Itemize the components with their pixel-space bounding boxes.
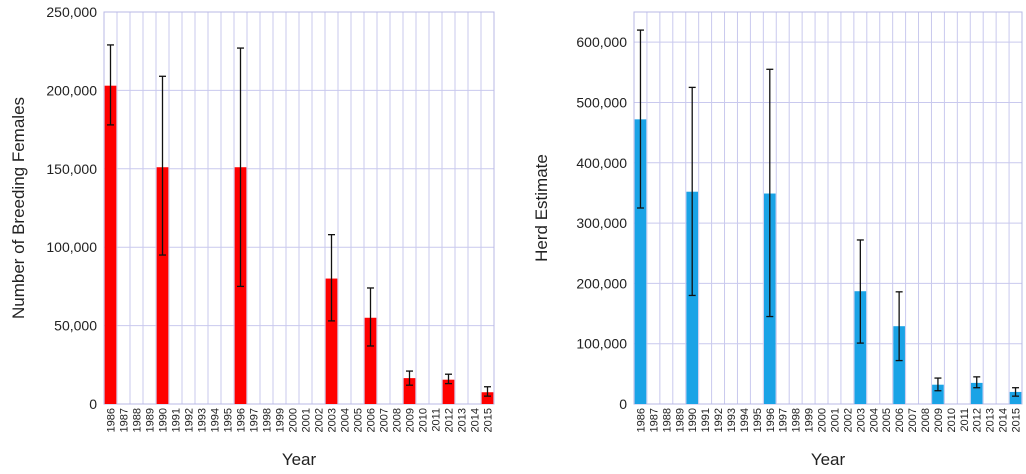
y-tick-label: 200,000 — [46, 82, 97, 98]
x-tick-label: 1996 — [765, 408, 777, 432]
x-tick-label: 1992 — [713, 408, 725, 432]
y-tick-label: 50,000 — [54, 318, 97, 334]
x-tick-label: 2011 — [959, 408, 971, 432]
x-tick-label: 2010 — [418, 408, 430, 432]
bar-2015 — [481, 392, 494, 404]
x-tick-label: 1990 — [687, 408, 699, 432]
bar-2009 — [932, 384, 944, 404]
bar-2006 — [893, 326, 905, 404]
y-tick-label: 400,000 — [576, 155, 627, 171]
x-tick-label: 2012 — [972, 408, 984, 432]
y-axis-label: Herd Estimate — [532, 154, 551, 262]
x-tick-label: 1989 — [674, 408, 686, 432]
y-tick-label: 0 — [89, 396, 97, 412]
bar-1990 — [686, 191, 699, 404]
x-tick-label: 2006 — [366, 408, 378, 432]
x-tick-label: 2002 — [314, 408, 326, 432]
x-tick-label: 2015 — [1011, 408, 1023, 432]
y-tick-label: 500,000 — [576, 94, 627, 110]
x-tick-label: 2007 — [379, 408, 391, 432]
plot-frame — [103, 11, 495, 405]
x-tick-label: 2008 — [920, 408, 932, 432]
y-tick-label: 200,000 — [576, 275, 627, 291]
bar-1986 — [104, 85, 117, 405]
x-tick-label: 2013 — [985, 408, 997, 432]
x-axis-label: Year — [282, 450, 317, 469]
x-tick-label: 1987 — [648, 408, 660, 432]
y-tick-label: 100,000 — [576, 336, 627, 352]
y-tick-label: 0 — [619, 396, 627, 412]
y-tick-label: 600,000 — [576, 34, 627, 50]
x-tick-label: 1988 — [661, 408, 673, 432]
bar-2009 — [403, 378, 416, 404]
right-chart-panel: 0 100,000 200,000 300,000 400,000 500,000 600,… — [532, 11, 1023, 469]
x-tick-label: 2002 — [842, 408, 854, 432]
x-axis-label: Year — [811, 450, 846, 469]
bar-2003 — [325, 278, 338, 404]
x-tick-label: 1993 — [197, 408, 209, 432]
x-tick-label: 2006 — [894, 408, 906, 432]
y-tick-label: 100,000 — [46, 239, 97, 255]
x-tick-label: 2003 — [327, 408, 339, 432]
bar-1990 — [156, 167, 169, 404]
x-tick-label: 1991 — [700, 408, 712, 432]
x-tick-label: 1986 — [635, 408, 647, 432]
x-tick-label: 1987 — [119, 408, 131, 432]
x-tick-label: 1992 — [184, 408, 196, 432]
x-tick-label: 2012 — [444, 408, 456, 432]
x-tick-label: 2001 — [301, 408, 313, 432]
x-tick-label: 2014 — [470, 408, 482, 432]
x-tick-label: 2008 — [392, 408, 404, 432]
x-tick-label: 2004 — [340, 408, 352, 432]
x-tick-label: 2013 — [457, 408, 469, 432]
x-tick-label: 2001 — [829, 408, 841, 432]
x-tick-label: 2005 — [353, 408, 365, 432]
x-tick-label: 2009 — [933, 408, 945, 432]
plot-frame — [633, 11, 1023, 405]
x-tick-label: 2009 — [405, 408, 417, 432]
x-tick-label: 1998 — [791, 408, 803, 432]
x-tick-label: 2000 — [288, 408, 300, 432]
x-tick-label: 1998 — [262, 408, 274, 432]
bar-2012 — [442, 379, 455, 404]
x-tick-label: 1994 — [210, 408, 222, 432]
x-tick-label: 2005 — [881, 408, 893, 432]
x-tick-label: 1991 — [171, 408, 183, 432]
x-tick-label: 1999 — [275, 408, 287, 432]
y-tick-label: 300,000 — [576, 215, 627, 231]
x-tick-label: 2000 — [817, 408, 829, 432]
x-tick-label: 1993 — [726, 408, 738, 432]
x-tick-label: 1999 — [804, 408, 816, 432]
x-tick-label: 2007 — [907, 408, 919, 432]
x-tick-label: 1994 — [739, 408, 751, 432]
x-tick-label: 1986 — [106, 408, 118, 432]
x-tick-label: 1997 — [778, 408, 790, 432]
bar-1986 — [634, 119, 647, 405]
x-tick-label: 2011 — [431, 408, 443, 432]
y-tick-label: 250,000 — [46, 4, 97, 20]
bar-2006 — [364, 317, 377, 404]
x-tick-label: 1995 — [223, 408, 235, 432]
x-tick-label: 2010 — [946, 408, 958, 432]
x-tick-label: 2015 — [483, 408, 495, 432]
bar-2003 — [854, 291, 867, 404]
x-tick-label: 1995 — [752, 408, 764, 432]
y-axis-label: Number of Breeding Females — [9, 97, 28, 319]
bar-2012 — [970, 382, 983, 404]
bar-2015 — [1009, 391, 1022, 404]
x-tick-label: 1988 — [132, 408, 144, 432]
x-tick-label: 1990 — [158, 408, 170, 432]
y-tick-label: 150,000 — [46, 161, 97, 177]
x-tick-label: 1989 — [145, 408, 157, 432]
x-tick-label: 1996 — [236, 408, 248, 432]
x-tick-label: 1997 — [249, 408, 261, 432]
x-tick-label: 2014 — [998, 408, 1010, 432]
x-tick-label: 2003 — [855, 408, 867, 432]
x-tick-label: 2004 — [868, 408, 880, 432]
